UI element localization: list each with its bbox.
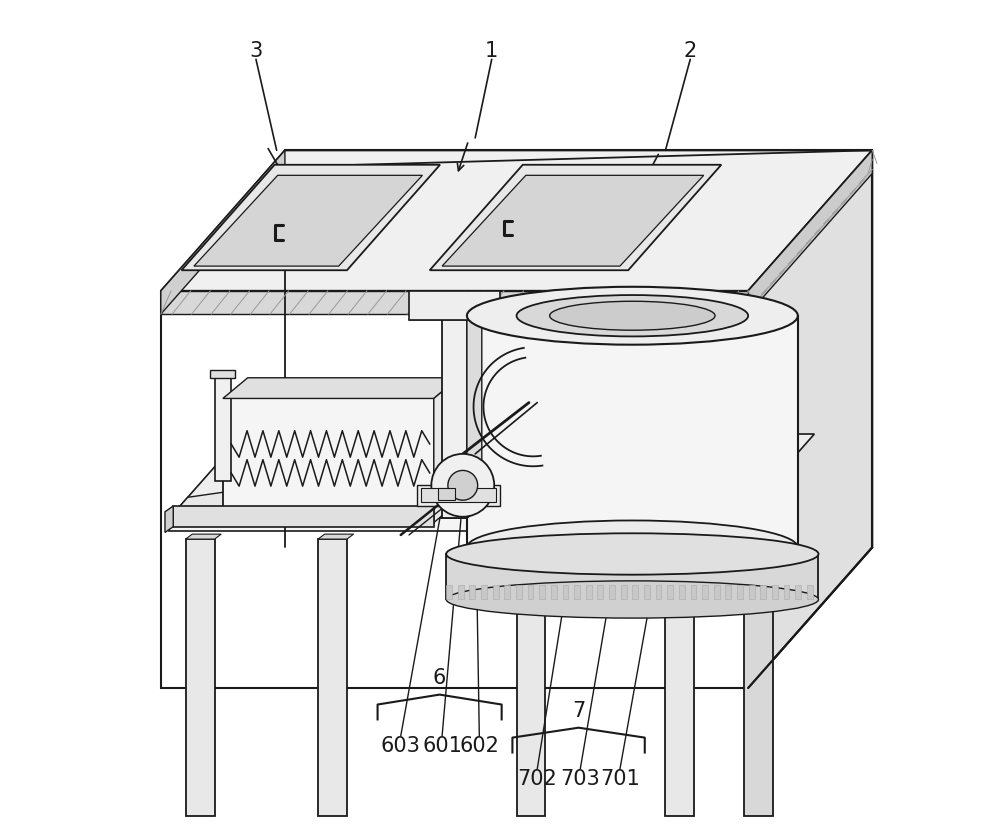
Polygon shape [318, 535, 354, 539]
Text: 602: 602 [459, 736, 499, 756]
Ellipse shape [517, 295, 748, 336]
Polygon shape [714, 584, 720, 599]
Polygon shape [795, 584, 801, 599]
Polygon shape [691, 584, 696, 599]
Polygon shape [161, 291, 748, 314]
Polygon shape [438, 488, 455, 500]
Text: 603: 603 [381, 736, 421, 756]
Polygon shape [165, 506, 173, 533]
Polygon shape [656, 584, 661, 599]
Text: 1: 1 [485, 41, 498, 61]
Polygon shape [737, 584, 743, 599]
Polygon shape [467, 299, 482, 519]
Ellipse shape [550, 301, 715, 330]
Polygon shape [784, 584, 789, 599]
Polygon shape [446, 554, 818, 599]
Polygon shape [539, 584, 545, 599]
Polygon shape [186, 535, 221, 539]
Polygon shape [749, 584, 755, 599]
Text: 6: 6 [433, 668, 446, 688]
Polygon shape [807, 584, 813, 599]
Polygon shape [563, 584, 568, 599]
Polygon shape [504, 584, 510, 599]
Polygon shape [409, 291, 500, 320]
Polygon shape [318, 539, 347, 816]
Polygon shape [469, 584, 475, 599]
Polygon shape [493, 584, 499, 599]
Polygon shape [173, 506, 434, 527]
Polygon shape [760, 584, 766, 599]
Polygon shape [223, 378, 459, 398]
Polygon shape [169, 434, 814, 519]
Polygon shape [161, 291, 748, 688]
Polygon shape [586, 584, 592, 599]
Ellipse shape [446, 581, 818, 618]
Polygon shape [772, 584, 778, 599]
Polygon shape [223, 398, 434, 523]
Text: 702: 702 [517, 769, 557, 789]
Polygon shape [215, 374, 231, 481]
Ellipse shape [446, 534, 818, 574]
Circle shape [431, 454, 494, 517]
Polygon shape [725, 584, 731, 599]
Text: 601: 601 [422, 736, 462, 756]
Polygon shape [621, 584, 627, 599]
Polygon shape [210, 369, 235, 378]
Polygon shape [169, 519, 740, 531]
Polygon shape [442, 175, 704, 266]
Text: 701: 701 [600, 769, 640, 789]
Polygon shape [434, 378, 459, 523]
Polygon shape [458, 584, 464, 599]
Polygon shape [748, 150, 872, 314]
Polygon shape [551, 584, 557, 599]
Polygon shape [528, 584, 533, 599]
Polygon shape [665, 539, 694, 816]
Text: 2: 2 [684, 41, 697, 61]
Polygon shape [169, 462, 434, 519]
Polygon shape [702, 584, 708, 599]
Circle shape [448, 471, 478, 500]
Text: 3: 3 [249, 41, 263, 61]
Polygon shape [748, 150, 872, 688]
Polygon shape [182, 165, 440, 271]
Polygon shape [161, 150, 285, 314]
Polygon shape [517, 539, 545, 816]
Polygon shape [161, 150, 872, 291]
Text: 703: 703 [560, 769, 600, 789]
Text: 7: 7 [572, 701, 585, 721]
Polygon shape [446, 584, 452, 599]
Polygon shape [597, 584, 603, 599]
Polygon shape [421, 488, 496, 502]
Polygon shape [644, 584, 650, 599]
Polygon shape [194, 175, 422, 266]
Polygon shape [516, 584, 522, 599]
Polygon shape [430, 165, 721, 271]
Polygon shape [744, 469, 773, 816]
Polygon shape [417, 486, 500, 506]
Polygon shape [574, 584, 580, 599]
Ellipse shape [467, 287, 798, 344]
Ellipse shape [467, 520, 798, 574]
Polygon shape [442, 311, 467, 519]
Polygon shape [609, 584, 615, 599]
Polygon shape [665, 535, 701, 539]
Polygon shape [667, 584, 673, 599]
Polygon shape [409, 307, 515, 320]
Polygon shape [632, 584, 638, 599]
Polygon shape [481, 584, 487, 599]
Polygon shape [186, 539, 215, 816]
Polygon shape [679, 584, 685, 599]
Polygon shape [517, 535, 552, 539]
Polygon shape [467, 315, 798, 547]
Polygon shape [285, 150, 872, 547]
